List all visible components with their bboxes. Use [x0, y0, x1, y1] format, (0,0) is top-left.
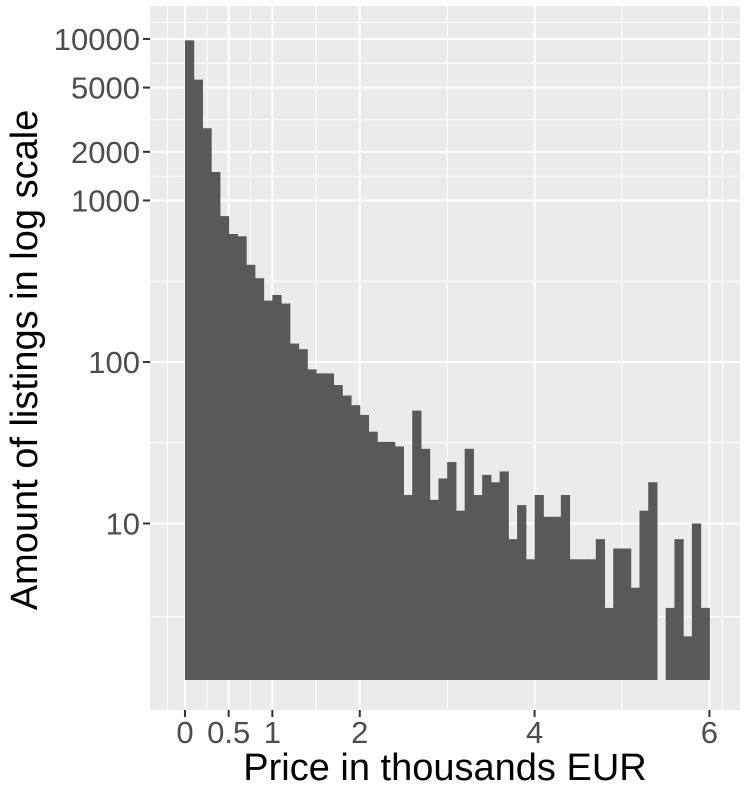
- histogram-bar: [394, 446, 404, 680]
- histogram-bar: [254, 278, 265, 680]
- histogram-bar: [604, 607, 614, 680]
- histogram-bar: [202, 128, 212, 681]
- histogram-bar: [368, 431, 378, 680]
- histogram-bar: [263, 300, 273, 680]
- histogram-bar: [683, 636, 693, 680]
- histogram-bar: [193, 79, 203, 680]
- histogram-bars: [184, 40, 710, 681]
- histogram-bar: [228, 233, 238, 680]
- histogram-bar: [359, 414, 370, 680]
- histogram-bar: [281, 303, 291, 680]
- x-tick-label: 0.5: [207, 715, 250, 750]
- histogram-bar: [508, 539, 518, 680]
- histogram-bar: [219, 216, 230, 680]
- histogram-bar: [342, 395, 352, 680]
- y-tick-label: 2000: [71, 135, 140, 170]
- histogram-bar: [272, 294, 282, 680]
- histogram-bar: [246, 264, 256, 680]
- y-tick-label: 5000: [71, 71, 140, 106]
- histogram-bar: [184, 40, 195, 681]
- histogram-bar: [455, 510, 466, 680]
- histogram-bar: [237, 236, 247, 681]
- histogram-bar: [595, 539, 606, 680]
- histogram-bar: [412, 410, 422, 680]
- histogram-bar: [298, 349, 308, 680]
- histogram-bar: [438, 478, 448, 680]
- histogram-bar: [324, 373, 335, 680]
- y-tick-label: 100: [88, 345, 140, 380]
- histogram-bar: [648, 482, 658, 680]
- x-axis-title: Price in thousands EUR: [243, 747, 646, 787]
- histogram-bar: [587, 559, 597, 680]
- histogram-bar: [499, 471, 509, 680]
- histogram-bar: [447, 462, 457, 680]
- y-axis-title: Amount of listings in log scale: [4, 110, 46, 611]
- histogram-bar: [386, 441, 396, 680]
- histogram-bar: [333, 385, 343, 680]
- histogram-bar: [674, 539, 684, 680]
- y-tick-label: 10: [106, 506, 140, 541]
- histogram-bar: [351, 405, 361, 680]
- histogram-bar: [307, 369, 317, 680]
- histogram-bar: [543, 516, 553, 680]
- histogram-bar: [517, 505, 527, 680]
- histogram-bar: [525, 559, 536, 680]
- histogram-bar: [420, 448, 431, 680]
- x-tick-label: 1: [264, 715, 281, 750]
- histogram-bar: [700, 607, 710, 680]
- x-axis: 0 0.5 1 2 4 6: [176, 710, 718, 750]
- histogram-bar: [211, 172, 221, 680]
- histogram-bar: [473, 495, 483, 680]
- histogram-bar: [403, 495, 413, 680]
- x-tick-label: 6: [701, 715, 718, 750]
- histogram-bar: [569, 559, 579, 680]
- histogram-bar: [613, 548, 623, 680]
- y-axis: 10 100 1000 2000 5000 10000: [54, 22, 150, 541]
- histogram-bar: [552, 516, 562, 680]
- histogram-bar: [691, 523, 702, 680]
- histogram-bar: [560, 495, 571, 680]
- histogram-bar: [377, 441, 387, 680]
- histogram-bar: [639, 510, 649, 680]
- histogram-bar: [316, 373, 326, 680]
- histogram-bar: [665, 607, 675, 680]
- x-tick-label: 0: [176, 715, 193, 750]
- histogram-bar: [630, 587, 640, 680]
- x-tick-label: 2: [351, 715, 368, 750]
- histogram-bar: [289, 343, 300, 680]
- histogram-bar: [429, 499, 439, 680]
- histogram-bar: [622, 548, 632, 680]
- histogram-bar: [578, 559, 588, 680]
- y-tick-label: 10000: [54, 22, 140, 57]
- y-tick-label: 1000: [71, 183, 140, 218]
- histogram-bar: [534, 495, 544, 680]
- histogram-bar: [464, 448, 474, 680]
- x-tick-label: 4: [526, 715, 543, 750]
- histogram-bar: [482, 474, 492, 680]
- histogram-bar: [490, 482, 501, 680]
